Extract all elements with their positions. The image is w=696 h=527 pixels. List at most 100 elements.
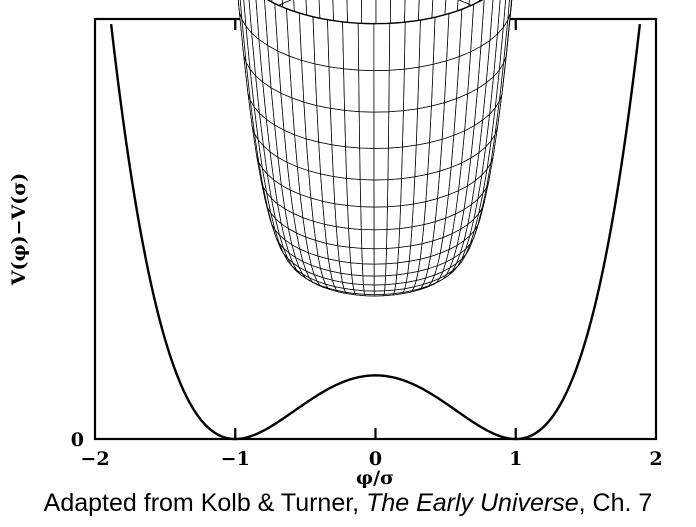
mesh-face	[373, 263, 387, 277]
caption-suffix: , Ch. 7	[578, 489, 653, 517]
mesh-face	[388, 68, 405, 113]
mesh-face	[362, 275, 375, 286]
mesh-face	[414, 142, 430, 178]
mesh-face	[373, 284, 386, 292]
mesh-face	[333, 176, 348, 206]
mesh-face	[322, 200, 337, 227]
mesh-face	[429, 102, 445, 143]
mesh-face	[373, 248, 387, 265]
mesh-face	[401, 144, 417, 179]
mesh-face	[362, 263, 375, 277]
mesh-face	[388, 21, 406, 71]
mesh-face	[413, 173, 428, 205]
mesh-face	[363, 284, 375, 292]
mesh-face	[326, 243, 340, 262]
mesh-face	[410, 224, 425, 247]
y-tick-label: 0	[71, 429, 84, 451]
x-tick-label: 1	[509, 448, 522, 470]
mesh-face	[425, 170, 441, 202]
mesh-face	[335, 226, 351, 248]
mesh-face	[357, 22, 375, 71]
mesh-face	[338, 260, 353, 276]
mesh-face	[373, 147, 389, 181]
mesh-face	[398, 226, 413, 248]
mesh-face	[403, 19, 421, 70]
mesh-rim	[266, 0, 484, 25]
mesh-face	[360, 229, 375, 250]
mesh-face	[239, 0, 247, 27]
mesh-face	[507, 0, 512, 21]
mesh-face	[350, 262, 364, 277]
mesh-face	[359, 147, 375, 181]
mexican-hat-inset	[237, 0, 513, 297]
mesh-face	[385, 262, 399, 277]
mesh-face	[373, 179, 389, 208]
mesh-face	[346, 178, 362, 207]
mesh-face	[342, 21, 360, 71]
mesh-face	[320, 173, 336, 205]
mesh-face	[387, 110, 404, 149]
mesh-face	[328, 66, 345, 111]
x-tick-label: 2	[649, 448, 662, 470]
mesh-face	[396, 260, 410, 276]
mesh-face	[408, 243, 423, 262]
mesh-face	[397, 245, 411, 264]
mesh-face	[318, 141, 334, 177]
mesh-face	[373, 69, 390, 113]
mesh-face	[359, 179, 375, 208]
mesh-face	[373, 206, 388, 231]
mesh-face	[334, 203, 349, 229]
mesh-face	[358, 69, 375, 113]
mesh-face	[402, 108, 418, 148]
mesh-face	[327, 19, 344, 70]
mesh-face	[237, 0, 243, 20]
mesh-face	[387, 178, 402, 208]
mesh-face	[373, 22, 391, 71]
mesh-face	[373, 111, 390, 149]
mesh-face	[375, 0, 391, 27]
caption-prefix: Adapted from Kolb & Turner,	[43, 489, 367, 517]
mesh-face	[361, 248, 375, 265]
mesh-face	[305, 138, 321, 175]
mesh-face	[347, 205, 362, 230]
mesh-face	[386, 205, 401, 230]
mesh-face	[417, 63, 434, 110]
mesh-face	[361, 0, 377, 27]
mesh-face	[411, 201, 427, 228]
mesh-face	[331, 144, 347, 179]
potential-curve	[109, 24, 642, 441]
mesh-face	[349, 246, 363, 265]
mesh-face	[387, 146, 403, 180]
tick-labels: −2 −1 0 1 2 0	[71, 429, 663, 470]
mesh-face	[360, 206, 375, 231]
mesh-face	[403, 66, 420, 111]
mesh-face	[351, 274, 364, 285]
mesh-face	[400, 176, 416, 207]
mesh-face	[418, 16, 436, 68]
mesh-face	[373, 290, 385, 295]
mesh-face	[384, 274, 398, 286]
mesh-face	[458, 0, 470, 5]
mesh-face	[316, 105, 333, 146]
mesh-face	[324, 223, 339, 247]
mesh-face	[358, 111, 375, 149]
mesh-face	[480, 0, 494, 47]
mesh-face	[301, 59, 318, 106]
mesh-face	[415, 105, 432, 146]
mesh-face	[399, 203, 414, 229]
mesh-face	[337, 245, 352, 264]
mesh-face	[348, 228, 363, 249]
mesh-face	[502, 0, 510, 28]
mesh-face	[312, 16, 330, 68]
mesh-face	[303, 101, 320, 143]
y-axis-label: V(φ)−V(σ)	[8, 173, 30, 287]
mesh-face	[373, 275, 386, 286]
mesh-face	[281, 0, 292, 4]
x-tick-label: 0	[369, 448, 382, 470]
x-tick-label: −1	[221, 448, 250, 470]
mesh-face	[373, 229, 388, 250]
mesh-face	[298, 12, 316, 65]
mesh-face	[314, 63, 331, 109]
mesh-face	[431, 60, 447, 107]
mesh-face	[330, 107, 346, 148]
